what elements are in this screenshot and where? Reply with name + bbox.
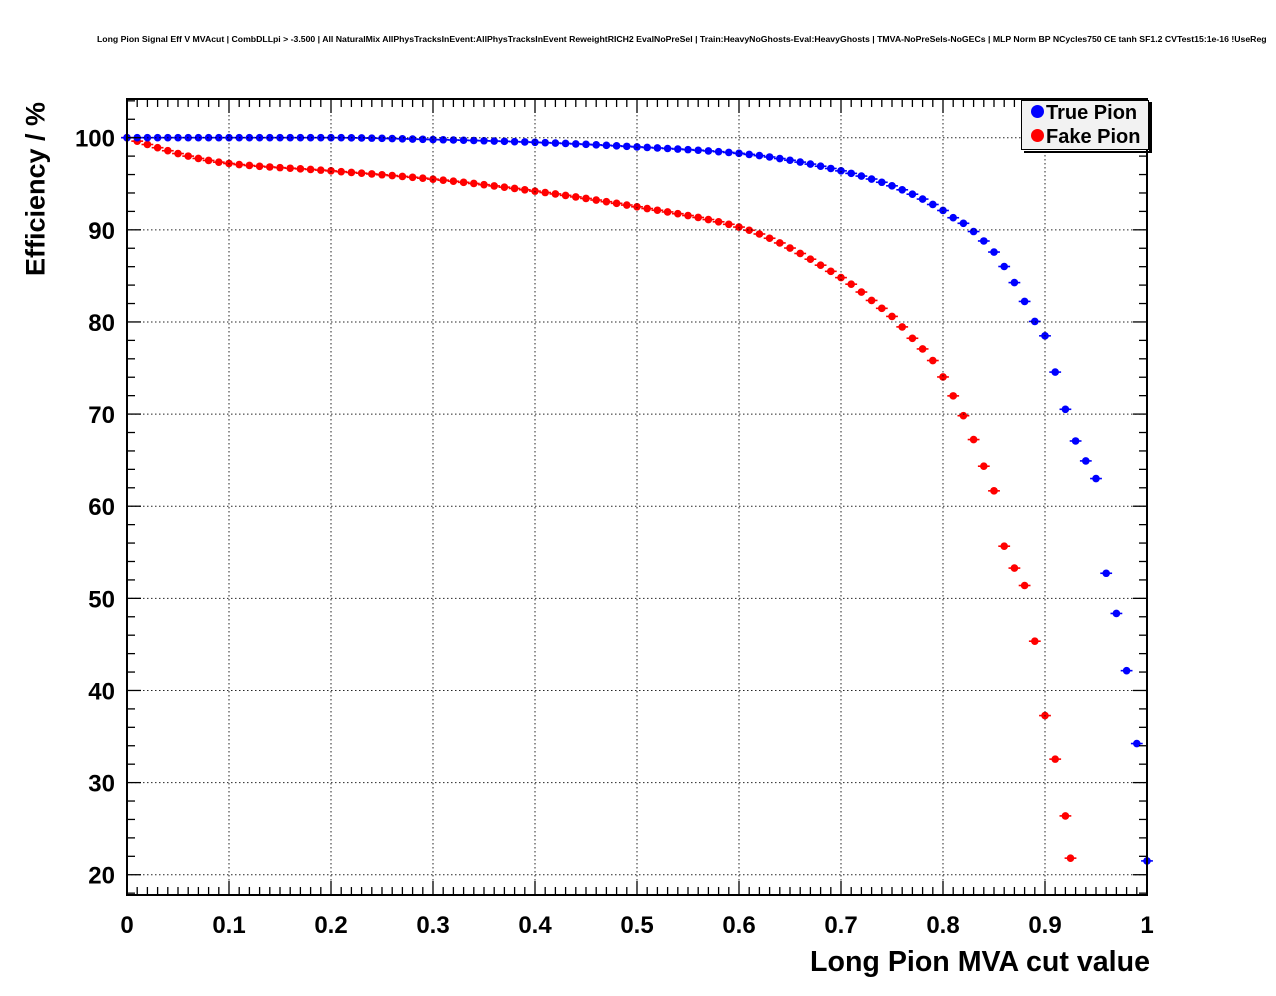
svg-text:60: 60 xyxy=(88,494,115,521)
svg-text:0.3: 0.3 xyxy=(416,912,449,939)
svg-text:20: 20 xyxy=(88,863,115,890)
svg-text:1: 1 xyxy=(1140,912,1153,939)
svg-text:0.1: 0.1 xyxy=(212,912,245,939)
svg-text:100: 100 xyxy=(75,126,115,153)
svg-text:0.2: 0.2 xyxy=(314,912,347,939)
svg-text:90: 90 xyxy=(88,218,115,245)
svg-text:0.5: 0.5 xyxy=(620,912,653,939)
svg-text:0.4: 0.4 xyxy=(518,912,552,939)
svg-text:50: 50 xyxy=(88,586,115,613)
svg-text:80: 80 xyxy=(88,310,115,337)
svg-text:30: 30 xyxy=(88,771,115,798)
svg-text:0.8: 0.8 xyxy=(926,912,959,939)
svg-text:40: 40 xyxy=(88,678,115,705)
svg-text:0.6: 0.6 xyxy=(722,912,755,939)
svg-text:0.9: 0.9 xyxy=(1028,912,1061,939)
svg-text:0.7: 0.7 xyxy=(824,912,857,939)
svg-text:0: 0 xyxy=(120,912,133,939)
svg-text:70: 70 xyxy=(88,402,115,429)
